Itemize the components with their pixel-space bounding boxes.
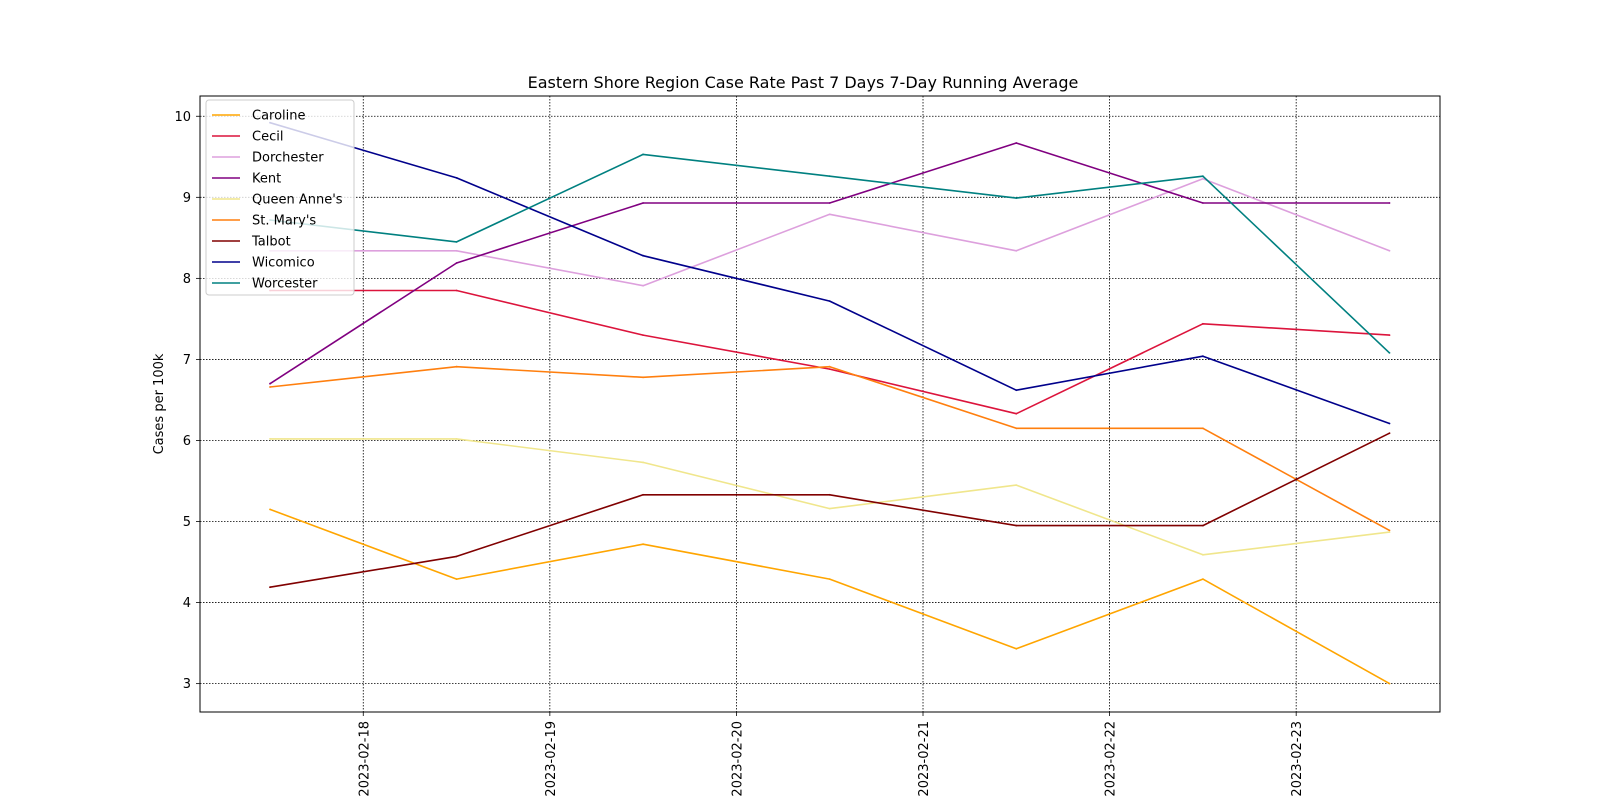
data-point — [1015, 524, 1018, 527]
legend-label: Queen Anne's — [252, 193, 343, 208]
data-point — [1015, 197, 1018, 200]
legend: Caroline Cecil Dorchester Kent Queen Anne's S… — [205, 99, 355, 296]
legend-label: Wicomico — [252, 256, 315, 271]
y-tick-label: 9 — [183, 191, 191, 206]
data-point — [828, 365, 831, 368]
data-point — [828, 300, 831, 302]
data-point — [1388, 422, 1391, 425]
data-point — [455, 555, 458, 558]
data-point — [642, 284, 644, 287]
data-point — [269, 508, 271, 511]
data-point — [1015, 647, 1018, 650]
data-point — [642, 493, 644, 496]
data-point — [1015, 412, 1018, 415]
tick-layer: 3 4 5 6 7 8 9 10 2023-02-18 2023-02-19 2023-02-20 2… — [174, 110, 1305, 797]
legend-label: Kent — [252, 172, 281, 187]
data-point — [455, 177, 458, 179]
data-point — [828, 175, 831, 178]
data-point — [1388, 531, 1391, 533]
x-tick-label: 2023-02-18 — [357, 721, 372, 797]
data-point — [1015, 389, 1018, 392]
data-point — [455, 578, 458, 580]
data-point — [1388, 432, 1391, 435]
y-tick-label: 7 — [183, 353, 191, 368]
legend-box — [205, 99, 355, 296]
legend-label: Cecil — [252, 130, 283, 145]
data-point — [455, 438, 458, 440]
data-point — [455, 289, 458, 292]
data-point — [1015, 249, 1018, 252]
data-point — [828, 578, 831, 580]
data-point — [1202, 355, 1204, 358]
data-point — [1202, 322, 1204, 325]
data-point — [1202, 524, 1204, 527]
legend-label: Talbot — [251, 235, 291, 250]
data-point — [1388, 202, 1391, 204]
y-tick-label: 8 — [183, 272, 191, 287]
data-point — [642, 461, 644, 464]
data-point — [642, 153, 644, 156]
data-point — [1388, 352, 1391, 354]
data-point — [1202, 175, 1204, 178]
legend-label: Worcester — [252, 277, 318, 292]
legend-label: Caroline — [252, 109, 306, 124]
data-point — [1202, 427, 1204, 430]
x-tick-label: 2023-02-22 — [1104, 721, 1119, 797]
data-point — [642, 334, 644, 336]
x-tick-label: 2023-02-23 — [1290, 721, 1305, 797]
x-tick-label: 2023-02-19 — [544, 721, 559, 797]
data-point — [455, 365, 458, 368]
data-point — [828, 368, 831, 370]
data-point — [1202, 202, 1204, 204]
data-point — [269, 586, 271, 589]
plot-frame — [199, 95, 1441, 713]
y-axis-label: Cases per 100k — [152, 353, 167, 454]
x-tick-label: 2023-02-20 — [730, 721, 745, 797]
legend-label: Dorchester — [252, 151, 324, 166]
data-point — [1388, 249, 1391, 252]
data-point — [455, 262, 458, 264]
data-point — [828, 202, 831, 204]
data-point — [1202, 177, 1204, 180]
data-point — [455, 249, 458, 252]
data-point — [642, 376, 644, 379]
data-point — [455, 241, 458, 243]
y-tick-label: 4 — [183, 596, 191, 611]
series-layer — [269, 121, 1391, 685]
legend-label: St. Mary's — [252, 214, 316, 229]
data-point — [1202, 553, 1204, 556]
data-point — [1388, 529, 1391, 532]
data-point — [1388, 682, 1391, 685]
data-point — [1015, 484, 1018, 486]
data-point — [642, 254, 644, 257]
x-tick-label: 2023-02-21 — [917, 721, 932, 797]
y-tick-label: 6 — [183, 434, 191, 449]
data-point — [1015, 427, 1018, 430]
y-tick-label: 5 — [183, 515, 191, 530]
data-point — [828, 213, 831, 216]
data-point — [1015, 142, 1018, 144]
data-point — [269, 382, 271, 385]
data-point — [269, 386, 271, 388]
grid-layer — [200, 96, 1440, 712]
data-point — [269, 438, 271, 440]
data-point — [828, 507, 831, 510]
y-tick-label: 3 — [183, 677, 191, 692]
chart-title: Eastern Shore Region Case Rate Past 7 Da… — [528, 73, 1079, 92]
y-tick-label: 10 — [174, 110, 191, 125]
data-point — [642, 202, 644, 204]
data-point — [828, 493, 831, 496]
data-point — [1202, 578, 1204, 580]
data-point — [1388, 334, 1391, 336]
data-point — [642, 543, 644, 546]
